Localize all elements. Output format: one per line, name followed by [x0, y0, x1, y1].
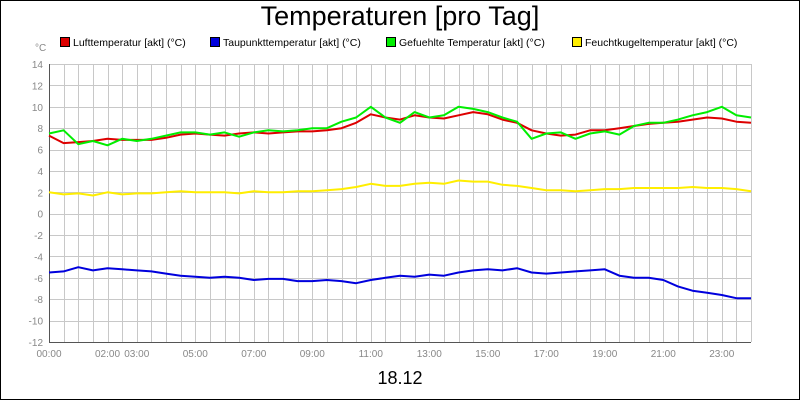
- x-tick-label: 03:00: [124, 349, 149, 360]
- legend-swatch: [210, 37, 220, 47]
- legend-swatch: [60, 37, 70, 47]
- legend-swatch: [572, 37, 582, 47]
- x-tick-label: 11:00: [359, 349, 384, 360]
- y-tick-label: -6: [34, 274, 43, 285]
- y-tick-label: 2: [37, 188, 43, 199]
- x-tick-label: 07:00: [241, 349, 266, 360]
- y-tick-label: 10: [32, 103, 44, 114]
- legend: Lufttemperatur [akt] (°C) Taupunkttemper…: [0, 37, 800, 53]
- series-line-1: [48, 266, 751, 300]
- legend-item-feuchtkugeltemperatur: Feuchtkugeltemperatur [akt] (°C): [572, 37, 737, 49]
- legend-item-taupunkttemperatur: Taupunkttemperatur [akt] (°C): [210, 37, 361, 49]
- y-tick-label: 12: [32, 81, 44, 92]
- y-tick-label: 8: [37, 124, 43, 135]
- x-tick-label: 19:00: [592, 349, 617, 360]
- x-tick-label: 23:00: [709, 349, 734, 360]
- y-tick-label: -4: [34, 252, 43, 263]
- chart-title: Temperaturen [pro Tag]: [260, 1, 540, 31]
- x-tick-label: 17:00: [534, 349, 559, 360]
- x-tick-label: 02:00: [95, 349, 120, 360]
- series-line-3: [48, 179, 752, 197]
- y-tick-label: 6: [37, 146, 43, 157]
- legend-label: Taupunkttemperatur [akt] (°C): [223, 37, 361, 49]
- y-tick-label: 4: [37, 167, 43, 178]
- legend-swatch: [386, 37, 396, 47]
- x-tick-label: 09:00: [300, 349, 325, 360]
- y-tick-label: 0: [37, 210, 43, 221]
- series-line-2: [48, 105, 752, 147]
- legend-label: Gefuehlte Temperatur [akt] (°C): [399, 37, 545, 49]
- x-tick-label: 00:00: [36, 349, 61, 360]
- legend-item-gefuehlte-temperatur: Gefuehlte Temperatur [akt] (°C): [386, 37, 545, 49]
- legend-item-lufttemperatur: Lufttemperatur [akt] (°C): [60, 37, 186, 49]
- x-tick-label: 05:00: [183, 349, 208, 360]
- x-axis-date-label: 18.12: [377, 368, 423, 388]
- y-tick-label: -8: [34, 295, 43, 306]
- x-tick-label: 13:00: [417, 349, 442, 360]
- x-tick-label: 21:00: [651, 349, 676, 360]
- y-tick-label: -12: [29, 338, 44, 349]
- legend-label: Feuchtkugeltemperatur [akt] (°C): [585, 37, 738, 49]
- y-axis-unit: °C: [35, 43, 47, 54]
- x-tick-label: 15:00: [475, 349, 500, 360]
- y-tick-label: 14: [32, 60, 44, 71]
- y-tick-label: -2: [34, 231, 43, 242]
- legend-label: Lufttemperatur [akt] (°C): [73, 37, 186, 49]
- y-tick-label: -10: [29, 317, 44, 328]
